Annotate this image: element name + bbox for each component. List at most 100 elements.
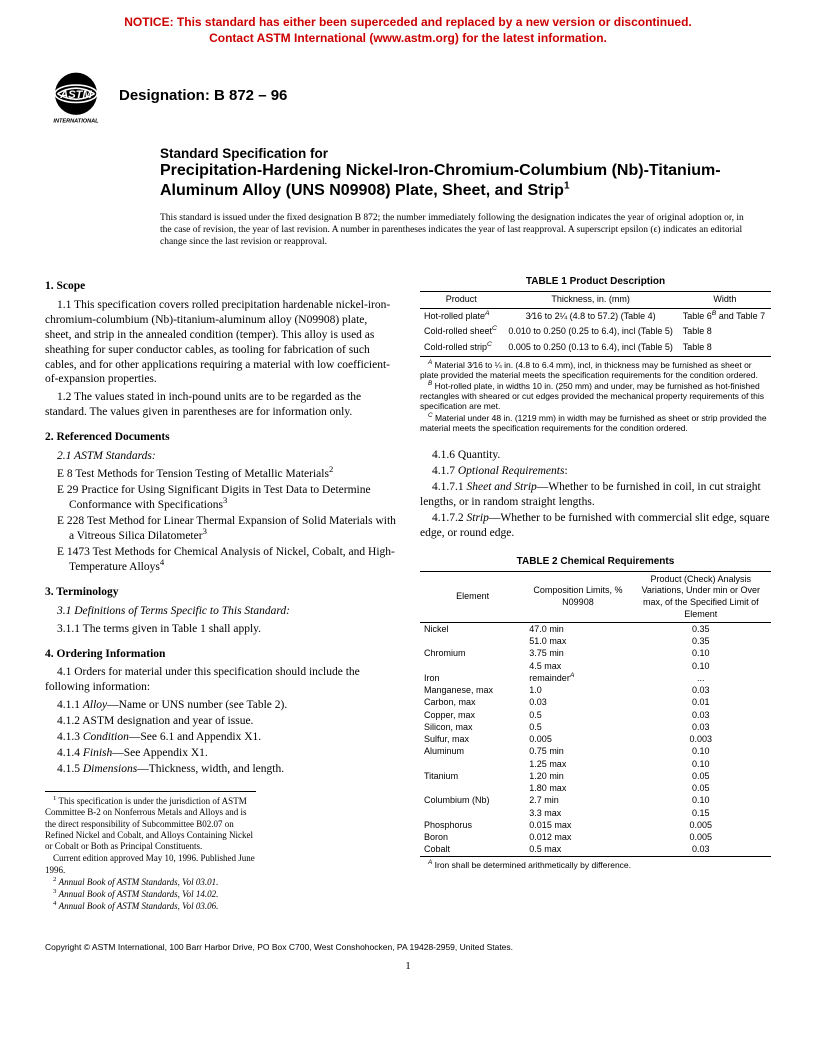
section-1-head: 1. Scope [45, 279, 396, 294]
page: NOTICE: This standard has either been su… [0, 0, 816, 992]
footnote-1: 1 This specification is under the jurisd… [45, 796, 256, 852]
copyright-line: Copyright © ASTM International, 100 Barr… [45, 942, 771, 952]
table-row: Hot-rolled plateA3⁄16 to 2¼ (4.8 to 57.2… [420, 308, 771, 324]
table-2-title: TABLE 2 Chemical Requirements [420, 555, 771, 568]
section-2-head: 2. Referenced Documents [45, 430, 396, 445]
two-column-body: 1. Scope 1.1 This specification covers r… [45, 269, 771, 914]
svg-text:ASTM: ASTM [59, 89, 92, 101]
section-4-head: 4. Ordering Information [45, 647, 396, 662]
notice-line-2: Contact ASTM International (www.astm.org… [209, 31, 607, 45]
ref-e8-text: E 8 Test Methods for Tension Testing of … [57, 468, 329, 480]
t2-note-a-text: Iron shall be determined arithmetically … [435, 860, 631, 870]
para-2-1: 2.1 ASTM Standards: [45, 449, 396, 464]
title-sup: 1 [564, 181, 570, 192]
footnote-4-text: Annual Book of ASTM Standards, Vol 03.06… [59, 901, 219, 911]
designation-label: Designation: B 872 – 96 [119, 87, 287, 104]
footnote-3-text: Annual Book of ASTM Standards, Vol 14.02… [59, 889, 219, 899]
para-4-1: 4.1 Orders for material under this speci… [45, 665, 396, 695]
footnote-4: 4 Annual Book of ASTM Standards, Vol 03.… [45, 901, 256, 912]
ref-e228-text: E 228 Test Method for Linear Thermal Exp… [57, 515, 396, 542]
ref-e1473: E 1473 Test Methods for Chemical Analysi… [57, 545, 396, 575]
table-row: IronremainderA... [420, 672, 771, 684]
footnote-2: 2 Annual Book of ASTM Standards, Vol 03.… [45, 877, 256, 888]
table-row: Carbon, max0.030.01 [420, 697, 771, 709]
title-block: Standard Specification for Precipitation… [160, 146, 771, 201]
ref-e29-sup: 3 [223, 495, 227, 505]
table-row: 3.3 max0.15 [420, 807, 771, 819]
para-4-1-5: 4.1.5 Dimensions—Thickness, width, and l… [45, 762, 396, 777]
page-number: 1 [45, 960, 771, 972]
table-row: Cold-rolled sheetC0.010 to 0.250 (0.25 t… [420, 324, 771, 340]
t1-note-b: B Hot-rolled plate, in widths 10 in. (25… [420, 381, 771, 412]
t1-h1: Product [420, 291, 503, 308]
para-4-1-6: 4.1.6 Quantity. [420, 448, 771, 463]
ref-e1473-sup: 4 [160, 557, 164, 567]
table-row: Titanium1.20 min0.05 [420, 770, 771, 782]
footnote-1-text: This specification is under the jurisdic… [45, 796, 253, 851]
t1-note-a: A Material 3⁄16 to ¼ in. (4.8 to 6.4 mm)… [420, 360, 771, 380]
para-4-1-2: 4.1.2 ASTM designation and year of issue… [45, 714, 396, 729]
para-4-1-7-2: 4.1.7.2 Strip—Whether to be furnished wi… [420, 511, 771, 541]
main-title: Precipitation-Hardening Nickel-Iron-Chro… [160, 161, 771, 201]
right-column: TABLE 1 Product Description Product Thic… [420, 269, 771, 914]
ref-e1473-text: E 1473 Test Methods for Chemical Analysi… [57, 546, 395, 573]
table-row: Sulfur, max0.0050.003 [420, 734, 771, 746]
table-row: 51.0 max0.35 [420, 636, 771, 648]
footnotes: 1 This specification is under the jurisd… [45, 791, 256, 913]
footnote-3: 3 Annual Book of ASTM Standards, Vol 14.… [45, 889, 256, 900]
ref-e29: E 29 Practice for Using Significant Digi… [57, 483, 396, 513]
table-row: 1.25 max0.10 [420, 758, 771, 770]
para-4-1-7-1: 4.1.7.1 Sheet and Strip—Whether to be fu… [420, 480, 771, 510]
header-row: ASTM INTERNATIONAL Designation: B 872 – … [45, 64, 771, 126]
table-row: Columbium (Nb)2.7 min0.10 [420, 795, 771, 807]
table-row: Phosphorus0.015 max0.005 [420, 819, 771, 831]
t2-h2: Composition Limits, % N09908 [525, 571, 630, 623]
table-row: Boron0.012 max0.005 [420, 832, 771, 844]
section-3-head: 3. Terminology [45, 585, 396, 600]
t1-h3: Width [679, 291, 771, 308]
table-row: Chromium3.75 min0.10 [420, 648, 771, 660]
t2-note-a: A Iron shall be determined arithmeticall… [420, 860, 771, 870]
svg-text:INTERNATIONAL: INTERNATIONAL [53, 118, 99, 124]
ref-e228: E 228 Test Method for Linear Thermal Exp… [57, 514, 396, 544]
footnote-2-text: Annual Book of ASTM Standards, Vol 03.01… [59, 877, 219, 887]
ref-e8: E 8 Test Methods for Tension Testing of … [57, 467, 396, 482]
table-row: 1.80 max0.05 [420, 783, 771, 795]
table-row: Manganese, max1.00.03 [420, 685, 771, 697]
t2-h3: Product (Check) Analysis Variations, Und… [631, 571, 771, 623]
para-1-1: 1.1 This specification covers rolled pre… [45, 298, 396, 388]
para-3-1-1: 3.1.1 The terms given in Table 1 shall a… [45, 622, 396, 637]
t1-note-c: C Material under 48 in. (1219 mm) in wid… [420, 413, 771, 433]
t1-note-b-text: Hot-rolled plate, in widths 10 in. (250 … [420, 381, 764, 411]
t1-h2: Thickness, in. (mm) [503, 291, 679, 308]
astm-logo: ASTM INTERNATIONAL [45, 64, 107, 126]
table-2-notes: A Iron shall be determined arithmeticall… [420, 860, 771, 870]
title-kicker: Standard Specification for [160, 146, 771, 161]
ref-e29-text: E 29 Practice for Using Significant Digi… [57, 484, 371, 511]
table-row: Cobalt0.5 max0.03 [420, 844, 771, 857]
table-row: Silicon, max0.50.03 [420, 721, 771, 733]
para-3-1: 3.1 Definitions of Terms Specific to Thi… [45, 604, 396, 619]
para-4-1-3: 4.1.3 Condition—See 6.1 and Appendix X1. [45, 730, 396, 745]
para-4-1-7: 4.1.7 Optional Requirements: [420, 464, 771, 479]
t1-note-a-text: Material 3⁄16 to ¼ in. (4.8 to 6.4 mm), … [420, 360, 758, 380]
table-1: Product Thickness, in. (mm) Width Hot-ro… [420, 291, 771, 357]
notice-banner: NOTICE: This standard has either been su… [45, 15, 771, 46]
t1-note-c-text: Material under 48 in. (1219 mm) in width… [420, 413, 767, 433]
notice-line-1: NOTICE: This standard has either been su… [124, 15, 691, 29]
table-row: Aluminum0.75 min0.10 [420, 746, 771, 758]
main-title-text: Precipitation-Hardening Nickel-Iron-Chro… [160, 162, 721, 199]
table-row: Nickel47.0 min0.35 [420, 623, 771, 636]
para-1-2: 1.2 The values stated in inch-pound unit… [45, 390, 396, 420]
ref-e8-sup: 2 [329, 464, 333, 474]
table-row: Copper, max0.50.03 [420, 709, 771, 721]
table-row: 4.5 max0.10 [420, 660, 771, 672]
table-1-title: TABLE 1 Product Description [420, 275, 771, 288]
table-2: Element Composition Limits, % N09908 Pro… [420, 571, 771, 858]
table-1-notes: A Material 3⁄16 to ¼ in. (4.8 to 6.4 mm)… [420, 360, 771, 433]
table-row: Cold-rolled stripC0.005 to 0.250 (0.13 t… [420, 340, 771, 356]
issuance-note: This standard is issued under the fixed … [160, 213, 751, 249]
para-4-1-4: 4.1.4 Finish—See Appendix X1. [45, 746, 396, 761]
left-column: 1. Scope 1.1 This specification covers r… [45, 269, 396, 914]
ref-e228-sup: 3 [203, 526, 207, 536]
